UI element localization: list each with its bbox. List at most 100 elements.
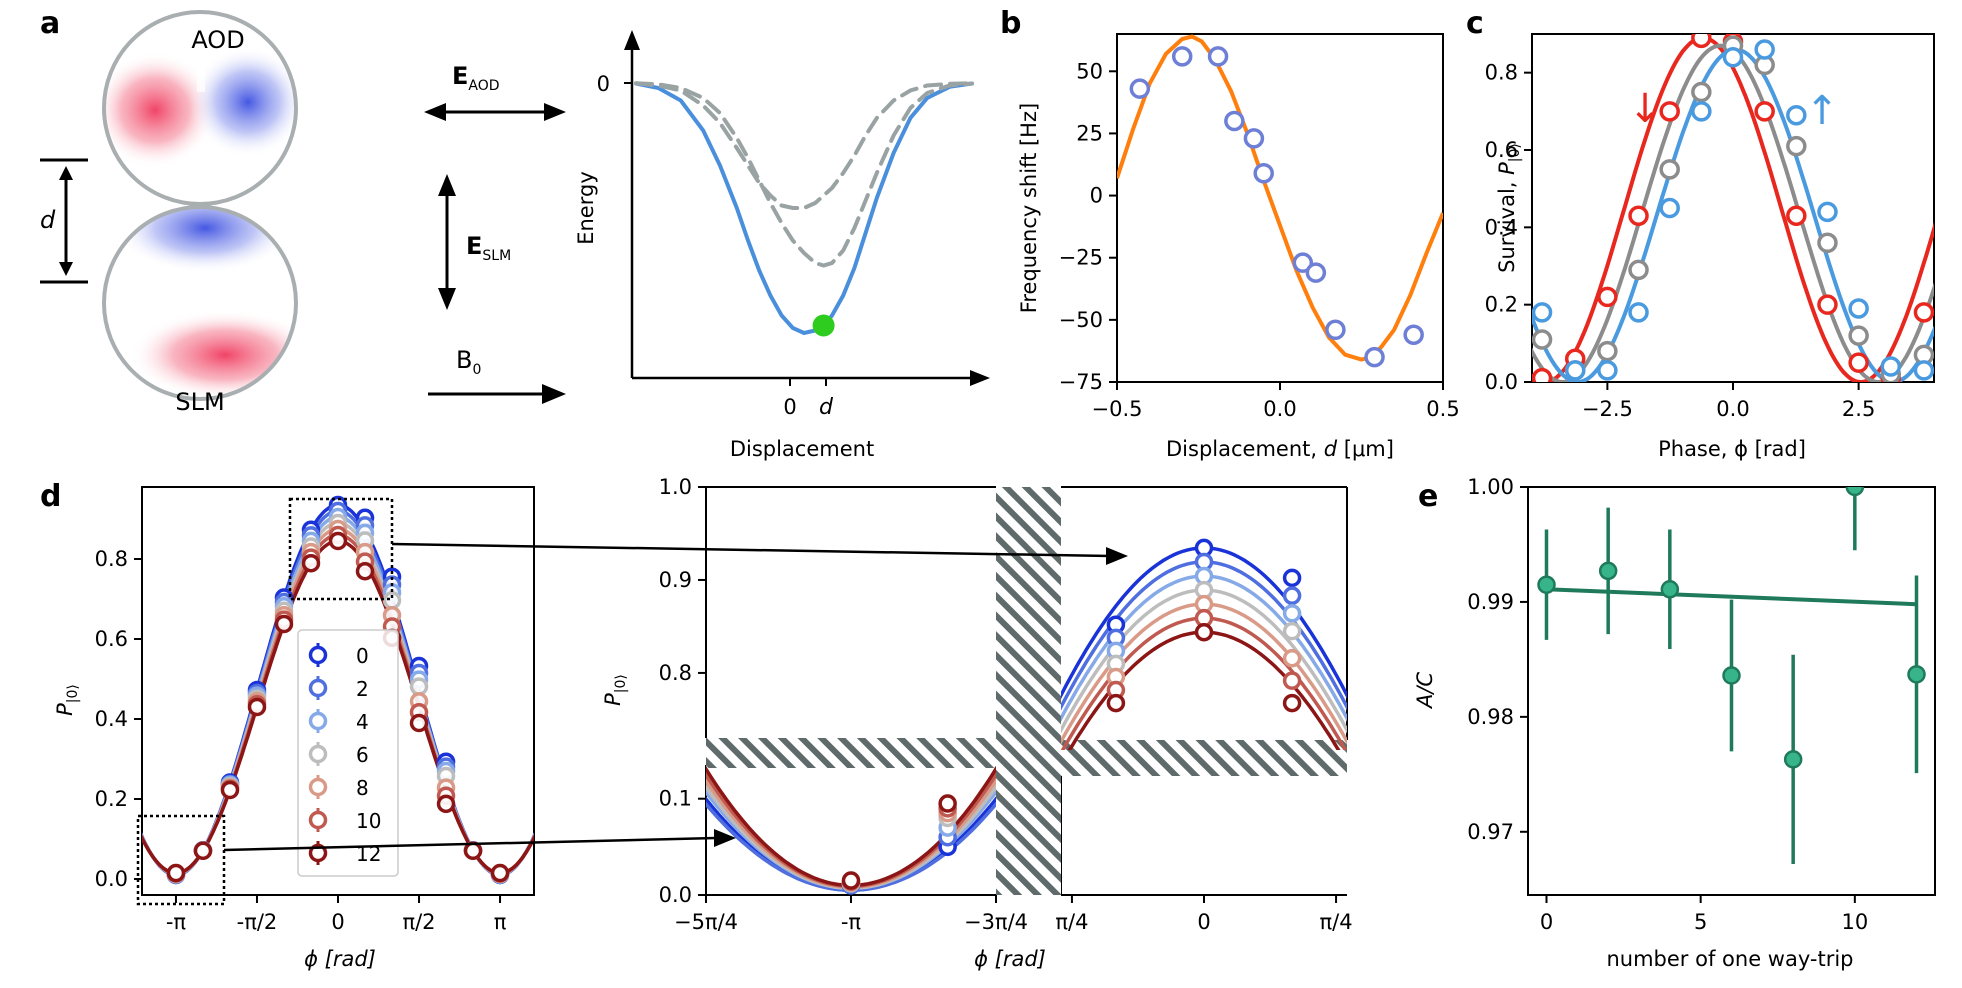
b-data-point <box>1224 110 1245 132</box>
zoom-right-xtick-label: π/4 <box>1320 910 1353 934</box>
c-ytick-label: 0.6 <box>1485 138 1518 162</box>
c-arrow-up: ↑ <box>1805 88 1839 134</box>
e-xtick-label: 0 <box>1540 910 1553 934</box>
e-ylabel: A/C <box>1413 672 1437 710</box>
d-point-12 <box>166 863 186 883</box>
c-ytick-label: 0.4 <box>1485 215 1518 239</box>
d-legend-label: 4 <box>356 710 369 734</box>
c-arrow-down: ↓ <box>1628 86 1662 132</box>
e-slm-label: ESLM <box>466 232 511 264</box>
zoom-left-xtick-label: −3π/4 <box>964 910 1028 934</box>
d-legend-marker <box>308 645 328 665</box>
b-ylabel: Frequency shift [Hz] <box>1017 103 1041 313</box>
b-data-point <box>1207 46 1229 67</box>
energy-axes <box>630 44 972 380</box>
d-ylabel: P|0⟩ <box>53 684 81 716</box>
c-point-down <box>1532 367 1553 382</box>
d-zoom-box-bottom <box>136 814 226 906</box>
c-xtick-label: 0.0 <box>1716 397 1749 421</box>
c-point-mid <box>1532 329 1553 350</box>
zoom-right-point-12 <box>1282 693 1302 713</box>
e-slm-arrow <box>438 174 456 310</box>
c-ytick-label: 0.0 <box>1485 370 1518 394</box>
d-legend-label: 8 <box>356 776 369 800</box>
e-ytick-label: 1.00 <box>1467 475 1514 499</box>
b-data-point <box>1305 262 1327 283</box>
c-point-up <box>1597 360 1618 381</box>
d-point-12 <box>301 553 321 573</box>
energy-curve-aod <box>634 81 974 210</box>
b-plot <box>1117 34 1443 368</box>
zoom-upper-right-plot <box>1061 538 1347 750</box>
d-point-12 <box>220 780 240 800</box>
d-xtick-label: -π <box>166 910 187 934</box>
d-ytick-label: 0.4 <box>95 707 128 731</box>
d-xtick-label: 0 <box>331 910 344 934</box>
zoom-right-point-2 <box>1282 586 1302 605</box>
d-label: d <box>40 206 56 234</box>
zoom-ticks: −5π/4 -π −3π/4 0.0 0.1 0.8 0.9 1.0 π/4 0 π/4 <box>659 475 1353 934</box>
zoom-hatch-middle <box>996 487 1061 895</box>
c-plot <box>1532 34 1934 382</box>
energy-y-arrowhead <box>624 30 640 50</box>
b-xtick-label: −0.5 <box>1092 397 1143 421</box>
d-legend-label: 6 <box>356 743 369 767</box>
d-point-12 <box>247 697 267 717</box>
c-point-down <box>1691 34 1712 49</box>
c-point-down <box>1913 302 1934 323</box>
d-legend-marker <box>308 711 328 731</box>
c-xtick-label: −2.5 <box>1582 397 1633 421</box>
c-point-up <box>1628 302 1649 323</box>
b-ytick-label: −75 <box>1059 370 1103 394</box>
b-ytick-label: −50 <box>1059 308 1103 332</box>
e-xtick-label: 10 <box>1841 910 1868 934</box>
e-data-point <box>1537 575 1556 594</box>
d-xtick-label: -π/2 <box>237 910 278 934</box>
b-xlabel: Displacement, d [μm] <box>1166 437 1394 461</box>
b-data-point <box>1243 128 1265 149</box>
energy-plot <box>634 81 974 337</box>
d-legend-label: 0 <box>356 644 369 668</box>
e-xtick-label: 5 <box>1694 910 1707 934</box>
zoom-lower-ytick-label: 0.1 <box>659 787 692 811</box>
e-ytick-label: 0.97 <box>1467 820 1514 844</box>
c-point-mid <box>1786 135 1807 157</box>
energy-ytick-0: 0 <box>597 72 610 96</box>
d-legend-label: 10 <box>356 809 381 833</box>
c-point-down <box>1786 205 1807 226</box>
d-point-12 <box>436 794 456 814</box>
c-ytick-label: 0.8 <box>1485 61 1518 85</box>
zoom-right-point-4 <box>1282 604 1302 623</box>
zoom-right-xtick-label: 0 <box>1197 910 1210 934</box>
d-ytick-label: 0.6 <box>95 627 128 651</box>
d-xtick-label: π/2 <box>402 910 435 934</box>
c-point-down <box>1597 286 1618 308</box>
e-ytick-label: 0.99 <box>1467 590 1514 614</box>
e-data-point <box>1783 750 1803 769</box>
d-ytick-label: 0.8 <box>95 547 128 571</box>
d-zoom-box-top <box>288 497 394 601</box>
zoom-right-point-0 <box>1282 568 1302 588</box>
zoom-left-xtick-label: -π <box>841 910 862 934</box>
zoom-left-point-12 <box>841 871 861 890</box>
e-data-point <box>1845 487 1865 497</box>
c-point-down <box>1848 352 1869 373</box>
c-point-up <box>1691 101 1712 122</box>
c-point-up <box>1532 302 1553 323</box>
e-ytick-label: 0.98 <box>1467 705 1514 729</box>
energy-ylabel: Energy <box>574 171 598 245</box>
zoom-right-point-6 <box>1282 621 1302 641</box>
d-xtick-label: π <box>494 910 507 934</box>
d-point-12 <box>274 614 294 634</box>
d-legend-marker <box>308 777 328 797</box>
c-point-up <box>1564 360 1586 381</box>
c-xtick-label: 2.5 <box>1842 397 1875 421</box>
c-point-mid <box>1817 232 1838 254</box>
energy-xlabel: Displacement <box>730 437 874 461</box>
c-ylabel: Survival, P|0⟩ <box>1495 143 1523 273</box>
d-point-12 <box>328 531 348 551</box>
energy-xtick-0: 0 <box>783 395 796 419</box>
panel-label-e: e <box>1418 479 1438 514</box>
c-point-up <box>1786 104 1807 126</box>
